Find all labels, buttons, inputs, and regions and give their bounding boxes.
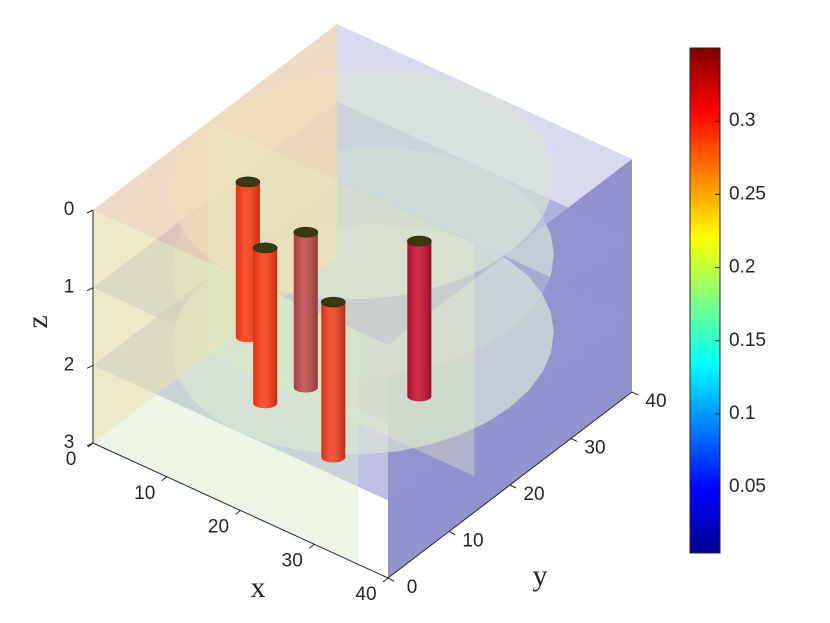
x-tick (308, 543, 315, 549)
z-tick (86, 364, 94, 369)
colorbar-tick-label: 0.25 (729, 183, 766, 204)
cylinder-shade (253, 247, 278, 409)
colorbar-tick-label: 0.15 (729, 330, 766, 351)
cylinder-cap (407, 235, 432, 247)
y-tick-label: 0 (407, 577, 418, 598)
y-tick (570, 438, 578, 442)
colorbar-tick-label: 0.2 (729, 257, 755, 278)
y-axis-label: y (533, 559, 548, 592)
z-tick-label: 2 (64, 354, 75, 375)
y-tick (387, 577, 395, 582)
z-tick-label: 3 (64, 432, 75, 453)
z-tick (86, 287, 94, 292)
colorbar-tick-label: 0.1 (729, 403, 755, 424)
colorbar-tick-label: 0.3 (729, 110, 755, 131)
cylinder-shade (293, 232, 318, 393)
y-tick (448, 531, 456, 535)
y-tick-label: 10 (462, 531, 483, 552)
y-tick-label: 30 (584, 438, 605, 459)
cylinder-shade (407, 241, 432, 402)
colorbar (689, 47, 721, 554)
cylinder (293, 226, 319, 393)
x-tick (235, 510, 241, 515)
x-tick-label: 20 (208, 517, 229, 538)
cylinder (407, 235, 432, 402)
cylinder (252, 242, 278, 409)
x-tick-label: 0 (66, 449, 77, 470)
x-tick (382, 577, 389, 583)
scene (93, 24, 632, 578)
cylinder (321, 296, 346, 463)
y-tick-label: 20 (523, 484, 544, 505)
x-tick-label: 10 (134, 483, 155, 504)
cylinder-cap (293, 226, 319, 238)
colorbar-tick-label: 0.05 (729, 476, 766, 497)
z-tick-label: 0 (64, 199, 75, 220)
z-tick (86, 209, 94, 214)
z-axis-label: z (21, 315, 54, 328)
y-tick (631, 391, 639, 396)
x-axis-label: x (251, 571, 266, 604)
slice-face (93, 24, 337, 443)
y-tick (509, 484, 517, 489)
cylinder-cap (235, 176, 261, 188)
x-tick-label: 40 (355, 584, 376, 605)
cylinder-shade (321, 302, 346, 463)
slice-face (93, 210, 359, 565)
x-tick (161, 476, 168, 482)
x-tick (87, 442, 94, 448)
z-tick-label: 1 (64, 277, 75, 298)
x-tick-label: 30 (282, 550, 303, 571)
cylinder-cap (252, 242, 278, 254)
cylinder-cap (321, 296, 346, 308)
y-tick-label: 40 (645, 391, 666, 412)
